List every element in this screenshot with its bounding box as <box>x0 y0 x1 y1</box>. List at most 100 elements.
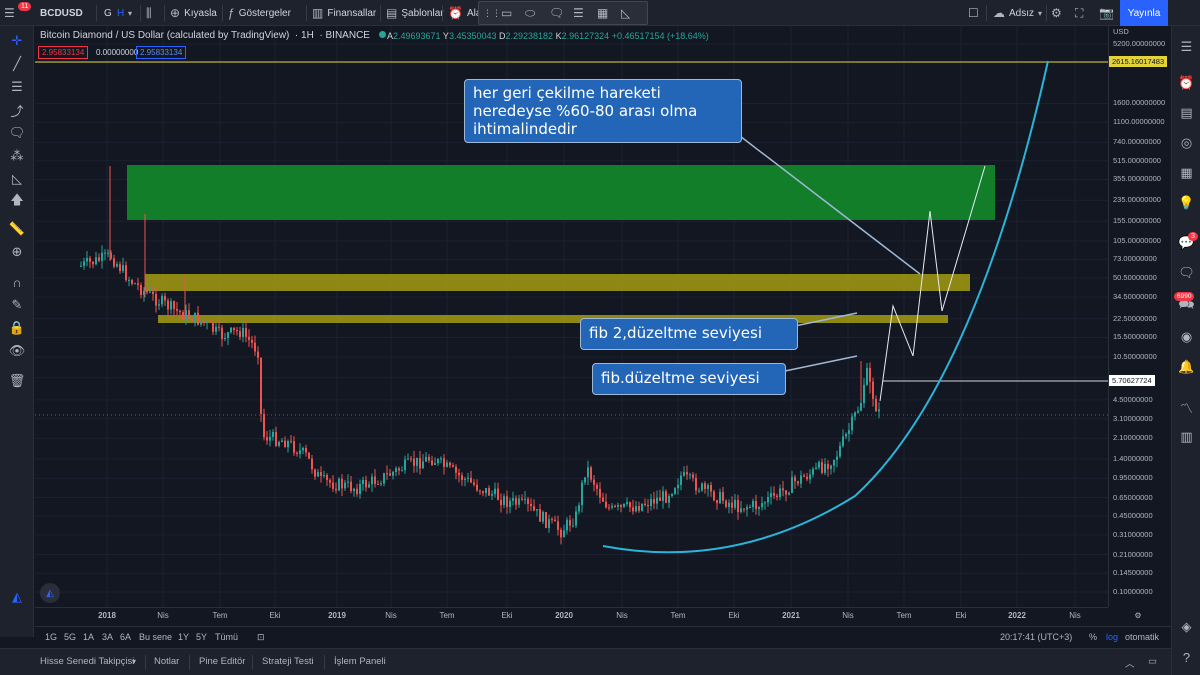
series-legend[interactable]: Bitcoin Diamond / US Dollar (calculated … <box>40 30 386 41</box>
interval-dropdown[interactable]: ▾ <box>128 0 132 26</box>
chat-button[interactable]: 💬 3 <box>1172 232 1200 254</box>
range-button[interactable]: 5Y <box>196 632 208 642</box>
ideas-button[interactable]: 💡 <box>1172 192 1200 214</box>
crosshair-tool[interactable]: ✛ <box>0 30 34 52</box>
chart-type-button[interactable]: ⫼ <box>146 0 152 26</box>
logo-button[interactable]: ◭ <box>40 583 60 603</box>
visibility-tool[interactable]: 👁 <box>0 340 34 362</box>
candle-body <box>215 326 217 332</box>
drag-handle[interactable]: ⋮⋮ <box>483 2 501 24</box>
candle-body <box>632 507 634 512</box>
time-axis[interactable]: 2018 Nis Tem Eki 2019 Nis Tem Eki 2020 Nis Tem Eki 2… <box>35 607 1142 625</box>
fullscreen-toggle[interactable]: ⛶ <box>1075 0 1083 26</box>
tab-trading-panel[interactable]: İşlem Paneli <box>334 656 386 667</box>
watchlist-button[interactable]: ☰ <box>1172 36 1200 58</box>
draw-mode-tool[interactable]: ✎ <box>0 294 34 316</box>
axis-settings-button[interactable]: ⚙ <box>1134 611 1141 620</box>
magnet-tool[interactable]: ∩ <box>0 271 34 293</box>
range-button[interactable]: Tümü <box>215 632 239 642</box>
angle-tool[interactable]: ◺ <box>621 2 630 24</box>
candle-body <box>521 498 523 500</box>
right-sidebar: ☰ ⏰ ▤ ◎ ▦ 💡 💬 3 🗨 🗪 6990 ◉ 🔔 〽 ▥ ◈ ? <box>1171 26 1200 675</box>
callout-fib2[interactable]: fib 2,düzeltme seviyesi <box>580 318 798 350</box>
candle-body <box>170 301 172 310</box>
interval-daily[interactable]: G <box>104 7 112 19</box>
ruler-tool[interactable]: 📏 <box>0 218 34 240</box>
candle-body <box>764 502 766 504</box>
buy-button[interactable]: 2.95833134 <box>136 46 187 59</box>
interval-hour[interactable]: H <box>117 7 125 19</box>
tab-pine-editor[interactable]: Pine Editör <box>199 656 246 667</box>
broadcast-button[interactable]: ◉ <box>1172 326 1200 348</box>
rectangle-tool[interactable]: ▭ <box>501 2 512 24</box>
alert-button[interactable]: ⏰ Ala <box>448 0 481 26</box>
pattern-tool[interactable]: ⁂ <box>0 145 34 167</box>
date-range-button[interactable]: ⊡ <box>257 632 265 643</box>
alerts-button[interactable]: ⏰ <box>1172 72 1200 94</box>
data-window-button[interactable]: ▤ <box>1172 102 1200 124</box>
ellipse-tool[interactable]: ⬭ <box>525 2 535 24</box>
messages-button[interactable]: 🗨 <box>1172 262 1200 284</box>
callout-main[interactable]: her geri çekilme hareketi neredeyse %60-… <box>464 79 742 143</box>
object-tree-button[interactable]: ▥ <box>1172 426 1200 448</box>
publish-button[interactable]: Yayınla <box>1120 0 1168 26</box>
callout-fib[interactable]: fib.düzeltme seviyesi <box>592 363 786 395</box>
compare-button[interactable]: ⊕ Kıyasla <box>170 0 217 26</box>
maximize-panel-button[interactable]: ▭ <box>1148 656 1157 667</box>
trading-button[interactable]: 〽 <box>1172 396 1200 418</box>
menu-button[interactable]: ☰ 11 <box>4 0 32 26</box>
calendar-button[interactable]: ▦ <box>1172 162 1200 184</box>
arrow-tool[interactable]: 🡅 <box>0 191 34 213</box>
auto-scale-toggle[interactable]: otomatik <box>1125 632 1160 642</box>
collapse-panel-button[interactable]: ︿ <box>1125 656 1135 670</box>
horizontal-lines-tool[interactable]: ☰ <box>0 76 34 98</box>
trash-tool[interactable]: 🗑 <box>0 370 34 392</box>
indicators-button[interactable]: ƒ Göstergeler <box>228 0 291 26</box>
tv-logo[interactable]: ◭ <box>0 586 34 608</box>
range-button[interactable]: 3A <box>102 632 114 642</box>
range-button[interactable]: 5G <box>64 632 77 642</box>
change-value: +0.46517154 (+18.64%) <box>611 31 709 41</box>
templates-button[interactable]: ▤ Şablonlar <box>386 0 444 26</box>
percent-scale-toggle[interactable]: % <box>1089 632 1098 642</box>
projection-tool[interactable]: ◺ <box>0 168 34 190</box>
range-button[interactable]: 1A <box>83 632 95 642</box>
tab-strategy-tester[interactable]: Strateji Testi <box>262 656 314 667</box>
settings-button[interactable]: ⚙ <box>1051 0 1062 26</box>
callout-tool[interactable]: 🗨 <box>549 2 564 24</box>
candle-body <box>371 476 373 485</box>
tab-stock-screener[interactable]: Hisse Senedi Takipçisi <box>40 656 135 667</box>
symbol-search[interactable]: BCDUSD <box>40 7 83 19</box>
price-chart[interactable] <box>35 26 1108 607</box>
path-tool[interactable]: ⤴ <box>0 99 34 121</box>
trend-line-tool[interactable]: ╱ <box>0 53 34 75</box>
hotlists-button[interactable]: ◎ <box>1172 132 1200 154</box>
layers-button[interactable]: ◈ <box>1172 616 1200 638</box>
financials-button[interactable]: ▥ Finansallar <box>312 0 376 26</box>
grid-tool[interactable]: ▦ <box>597 2 608 24</box>
tab-notes[interactable]: Notlar <box>154 656 180 667</box>
candle-body <box>110 252 112 259</box>
lines-tool[interactable]: ☰ <box>573 2 584 24</box>
zoom-tool[interactable]: ⊕ <box>0 241 34 263</box>
range-button[interactable]: 6A <box>120 632 132 642</box>
candle-body <box>209 321 211 323</box>
streams-button[interactable]: 🗪 6990 <box>1172 292 1200 318</box>
range-button[interactable]: Bu sene <box>139 632 173 642</box>
price-axis[interactable]: USD 5200.000000003600.000000001600.00000… <box>1108 26 1171 607</box>
sell-button[interactable]: 2.95833134 <box>38 46 89 59</box>
layout-menu[interactable]: ☁ Adsız ▾ <box>993 0 1042 26</box>
snapshot-button[interactable]: 📷 <box>1099 0 1114 26</box>
candle-body <box>650 498 652 507</box>
clock-display[interactable]: 20:17:41 (UTC+3) <box>1000 632 1073 642</box>
notifications-button[interactable]: 🔔 <box>1172 356 1200 378</box>
range-button[interactable]: 1G <box>45 632 58 642</box>
chart-pane[interactable]: Bitcoin Diamond / US Dollar (calculated … <box>35 26 1108 607</box>
lock-tool[interactable]: 🔒 <box>0 317 34 339</box>
fullscreen-button[interactable]: ☐ <box>968 0 979 26</box>
log-scale-toggle[interactable]: log <box>1106 632 1119 642</box>
range-button[interactable]: 1Y <box>178 632 190 642</box>
annotation-tool[interactable]: 🗨 <box>0 122 34 144</box>
screener-dropdown[interactable]: ▾ <box>132 656 136 667</box>
help-button[interactable]: ? <box>1172 646 1200 668</box>
